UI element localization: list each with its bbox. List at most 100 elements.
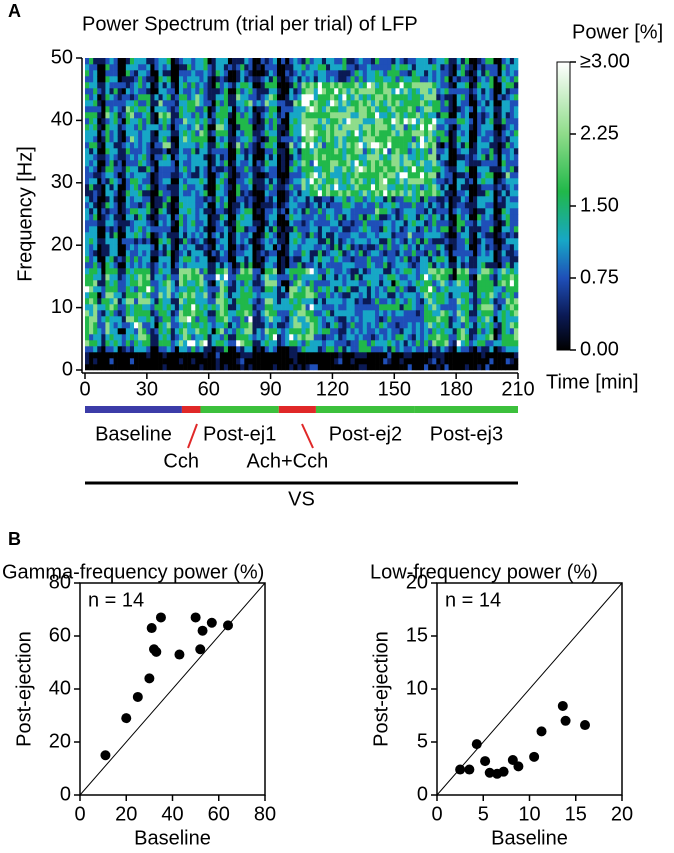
spectrogram-cell (85, 220, 90, 227)
spectrogram-cell (399, 142, 404, 149)
spectrogram-cell (391, 190, 396, 197)
spectrogram-cell (342, 232, 347, 239)
spectrogram-cell (207, 172, 212, 179)
spectrogram-cell (264, 100, 270, 107)
spectrogram-cell (456, 358, 462, 365)
spectrogram-cell (366, 82, 372, 89)
spectrogram-cell (240, 298, 245, 305)
spectrogram-cell (236, 172, 241, 179)
spectrogram-cell (109, 70, 114, 77)
spectrogram-cell (338, 310, 343, 317)
spectrogram-cell (411, 106, 417, 113)
spectrogram-cell (411, 190, 417, 197)
spectrogram-cell (387, 226, 392, 233)
spectrogram-cell (419, 166, 425, 173)
spectrogram-cell (387, 184, 392, 191)
spectrogram-cell (174, 238, 180, 245)
spectrogram-cell (113, 250, 118, 257)
spectrogram-cell (256, 316, 261, 323)
spectrogram-cell (93, 154, 98, 161)
spectrogram-cell (260, 94, 266, 101)
spectrogram-cell (321, 130, 327, 137)
spectrogram-cell (473, 106, 478, 113)
spectrogram-cell (211, 340, 217, 347)
spectrogram-cell (338, 220, 343, 227)
spectrogram-cell (444, 196, 449, 203)
spectrogram-cell (440, 100, 445, 107)
spectrogram-cell (399, 82, 404, 89)
spectrogram-cell (370, 358, 376, 365)
spectrogram-cell (268, 346, 274, 353)
spectrogram-cell (411, 304, 417, 311)
spectrogram-cell (134, 148, 139, 155)
spectrogram-cell (330, 88, 335, 95)
spectrogram-cell (338, 286, 343, 293)
spectrogram-cell (232, 334, 237, 341)
spectrogram-cell (362, 322, 368, 329)
spectrogram-cell (268, 286, 274, 293)
spectrogram-cell (146, 106, 151, 113)
spectrogram-cell (264, 178, 270, 185)
spectrogram-cell (293, 160, 298, 167)
spectrogram-cell (350, 202, 355, 209)
spectrogram-cell (125, 226, 131, 233)
spectrogram-cell (313, 118, 319, 125)
spectrogram-cell (424, 106, 429, 113)
spectrogram-cell (109, 262, 114, 269)
spectrogram-cell (358, 64, 364, 71)
spectrogram-cell (297, 130, 302, 137)
spectrogram-cell (473, 316, 478, 323)
spectrogram-cell (317, 220, 323, 227)
spectrogram-cell (276, 112, 282, 119)
spectrogram-cell (473, 82, 478, 89)
spectrogram-cell (428, 340, 433, 347)
spectrogram-cell (456, 322, 462, 329)
spectrogram-cell (395, 196, 400, 203)
spectrogram-cell (285, 88, 290, 95)
spectrogram-cell (432, 280, 437, 287)
spectrogram-cell (399, 172, 404, 179)
spectrogram-cell (366, 250, 372, 257)
spectrogram-cell (444, 304, 449, 311)
spectrogram-cell (272, 238, 278, 245)
spectrogram-cell (166, 94, 172, 101)
spectrogram-cell (256, 154, 261, 161)
spectrogram-cell (109, 160, 114, 167)
spectrogram-cell (248, 286, 253, 293)
spectrogram-cell (138, 352, 143, 359)
spectrogram-cell (183, 262, 188, 269)
spectrogram-cell (85, 142, 90, 149)
spectrogram-cell (383, 190, 388, 197)
spectrogram-cell (354, 220, 359, 227)
spectrogram-cell (121, 130, 127, 137)
spectrogram-cell (268, 250, 274, 257)
spectrogram-cell (199, 124, 204, 131)
spectrogram-cell (289, 202, 294, 209)
spectrogram-cell (301, 106, 306, 113)
spectrogram-cell (370, 82, 376, 89)
spectrogram-cell (240, 238, 245, 245)
spectrogram-cell (142, 88, 147, 95)
spectrogram-cell (85, 274, 90, 281)
spectrogram-cell (219, 256, 225, 263)
spectrogram-cell (211, 268, 217, 275)
spectrogram-cell (134, 172, 139, 179)
spectrogram-cell (252, 280, 257, 287)
spectrogram-cell (456, 220, 462, 227)
spectrogram-cell (129, 328, 135, 335)
spectrogram-cell (285, 268, 290, 275)
spectrogram-cell (154, 94, 159, 101)
spectrogram-cell (309, 364, 315, 371)
spectrogram-cell (285, 196, 290, 203)
spectrogram-cell (334, 178, 339, 185)
spectrogram-cell (419, 154, 425, 161)
spectrogram-cell (240, 118, 245, 125)
spectrogram-cell (305, 214, 310, 221)
spectrogram-cell (191, 286, 196, 293)
spectrogram-cell (321, 214, 327, 221)
spectrogram-cell (207, 130, 212, 137)
spectrogram-cell (105, 304, 110, 311)
spectrogram-cell (215, 130, 221, 137)
spectrogram-cell (215, 166, 221, 173)
spectrogram-cell (93, 232, 98, 239)
